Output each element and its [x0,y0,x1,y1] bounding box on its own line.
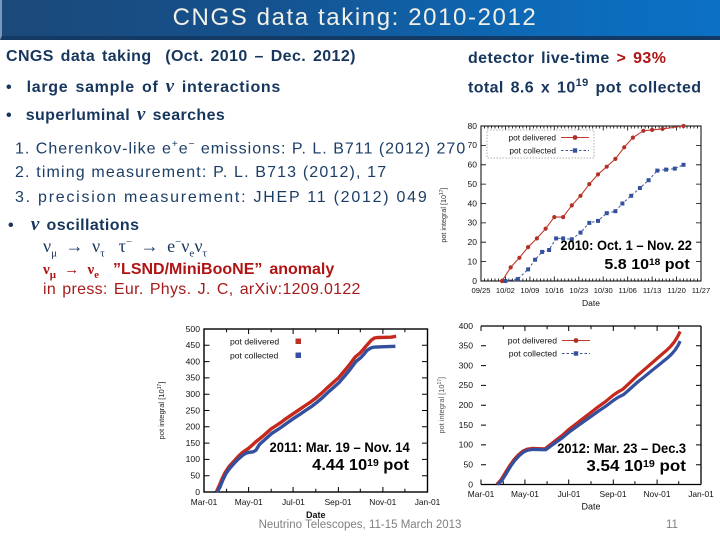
svg-text:50: 50 [190,471,200,481]
svg-text:350: 350 [186,373,201,383]
svg-text:200: 200 [459,400,474,410]
svg-text:Date: Date [582,298,600,308]
svg-text:0: 0 [472,276,477,286]
svg-text:10: 10 [468,256,478,266]
svg-text:Date: Date [306,510,326,520]
svg-text:pot delivered: pot delivered [508,336,557,346]
svg-text:0: 0 [468,479,473,489]
svg-text:150: 150 [186,438,201,448]
svg-text:11/27: 11/27 [692,286,710,295]
svg-text:10/30: 10/30 [594,286,613,295]
svg-text:pot integral [1017]: pot integral [1017] [437,377,446,434]
svg-text:Jul-01: Jul-01 [558,489,581,499]
svg-text:Sep-01: Sep-01 [599,489,626,499]
svg-text:100: 100 [459,440,474,450]
svg-text:400: 400 [459,321,474,331]
svg-text:30: 30 [468,218,478,228]
svg-text:10/16: 10/16 [545,286,564,295]
svg-text:Mar-01: Mar-01 [468,489,495,499]
svg-text:Nov-01: Nov-01 [369,497,396,507]
svg-text:May-01: May-01 [511,489,539,499]
svg-text:Nov-01: Nov-01 [644,489,671,499]
svg-text:pot delivered: pot delivered [230,337,279,347]
svg-text:40: 40 [468,198,478,208]
svg-text:pot collected: pot collected [509,146,556,156]
svg-text:500: 500 [186,324,201,334]
svg-text:350: 350 [459,341,474,351]
svg-text:10/09: 10/09 [520,286,539,295]
svg-text:pot collected: pot collected [509,349,557,359]
svg-text:250: 250 [459,380,474,390]
svg-text:300: 300 [459,360,474,370]
svg-text:100: 100 [186,454,201,464]
svg-text:10/23: 10/23 [569,286,588,295]
svg-text:10/02: 10/02 [496,286,515,295]
svg-text:Jan-01: Jan-01 [415,497,441,507]
svg-text:pot integral [1017]: pot integral [1017] [157,382,166,440]
svg-text:11/20: 11/20 [667,286,685,295]
svg-text:150: 150 [459,420,474,430]
svg-text:May-01: May-01 [235,497,263,507]
svg-text:20: 20 [468,237,478,247]
svg-text:pot delivered: pot delivered [508,133,556,143]
svg-text:250: 250 [186,405,201,415]
svg-text:0: 0 [195,487,200,497]
svg-text:pot integral [1017]: pot integral [1017] [439,187,448,242]
svg-text:300: 300 [186,389,201,399]
svg-text:80: 80 [468,121,478,131]
svg-text:11/06: 11/06 [618,286,636,295]
svg-text:200: 200 [186,422,201,432]
svg-text:11/13: 11/13 [643,286,661,295]
svg-text:400: 400 [186,356,201,366]
svg-text:50: 50 [468,179,478,189]
svg-text:pot collected: pot collected [230,351,278,361]
svg-text:60: 60 [468,160,478,170]
svg-text:Jan-01: Jan-01 [688,489,714,499]
svg-text:Date: Date [581,502,600,512]
svg-text:09/25: 09/25 [471,286,490,295]
svg-text:Mar-01: Mar-01 [191,497,218,507]
svg-text:450: 450 [186,340,201,350]
svg-text:Jul-01: Jul-01 [282,497,305,507]
svg-text:70: 70 [468,140,478,150]
svg-text:50: 50 [463,460,473,470]
svg-text:Sep-01: Sep-01 [325,497,352,507]
